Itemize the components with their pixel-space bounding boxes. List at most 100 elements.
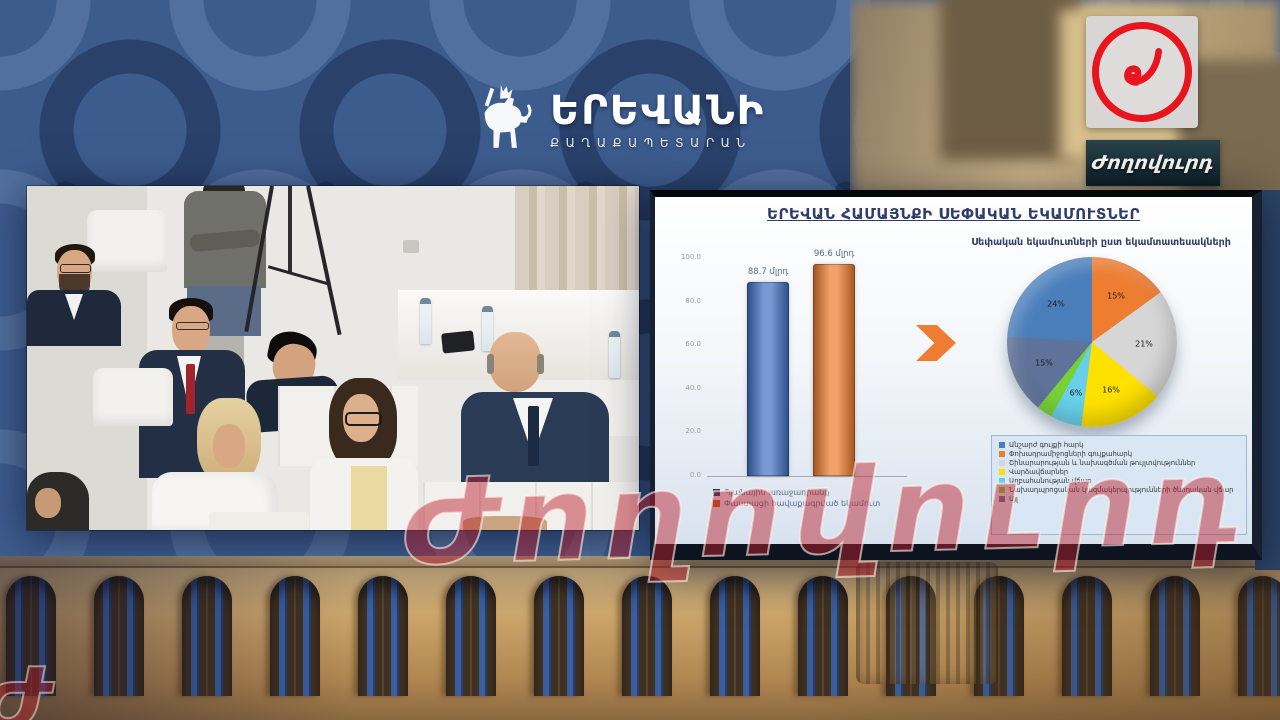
arch-window bbox=[1238, 576, 1280, 696]
arch-window bbox=[1062, 576, 1112, 696]
y-axis-tick: 80.0 bbox=[685, 296, 701, 305]
transition-arrow-icon bbox=[916, 325, 956, 361]
org-title: ԵՐԵՎԱՆԻ bbox=[550, 87, 766, 134]
y-axis-tick: 40.0 bbox=[685, 383, 701, 392]
water-bottle bbox=[482, 306, 493, 351]
legend-item: Փոխադրամիջոցների գույքահարկ bbox=[999, 450, 1239, 458]
arch-window bbox=[886, 576, 936, 696]
attendee5-head bbox=[343, 394, 379, 442]
attendee6-sideburn bbox=[487, 354, 494, 374]
legend-label: Այլ bbox=[1009, 495, 1018, 503]
arch-window bbox=[710, 576, 760, 696]
pie-label-other: 15% bbox=[1035, 358, 1053, 368]
arch-window bbox=[974, 576, 1024, 696]
building-arches bbox=[6, 576, 1280, 696]
attendee2-red-tie bbox=[186, 364, 195, 414]
yerevan-lion-emblem-icon bbox=[484, 84, 532, 148]
water-bottle bbox=[609, 331, 620, 378]
arch-window bbox=[1150, 576, 1200, 696]
legend-label: Աղբահանության վճար bbox=[1009, 477, 1092, 485]
legend-label: Փոխադրամիջոցների գույքահարկ bbox=[1009, 450, 1133, 458]
legend-item: Աղբահանության վճար bbox=[999, 477, 1239, 485]
slide-title: ԵՐԵՎԱՆ ՀԱՄԱՅՆՔԻ ՍԵՓԱԿԱՆ ԵԿԱՄՈՒՏՆԵՐ bbox=[767, 205, 1140, 223]
bar-plan-value: 88.7 մլրդ bbox=[747, 266, 789, 277]
pie-label-permits: 21% bbox=[1135, 339, 1153, 349]
presentation-slide: ԵՐԵՎԱՆ ՀԱՄԱՅՆՔԻ ՍԵՓԱԿԱՆ ԵԿԱՄՈՒՏՆԵՐ 100.0… bbox=[650, 190, 1262, 560]
attendee6-head bbox=[489, 332, 541, 392]
zhoghovurd-banner-label: Ժողովուրդ bbox=[1090, 152, 1216, 174]
desk-papers bbox=[209, 512, 309, 530]
legend-swatch bbox=[713, 489, 720, 496]
wall-switch bbox=[403, 240, 419, 253]
legend-item: Պլանային առաջադրանք bbox=[713, 488, 880, 497]
legend-label: Փաստացի հավաքագրված եկամուտ bbox=[724, 499, 881, 508]
bar-plan bbox=[747, 281, 789, 476]
legend-label: Շինարարության և նախագծման թույլտվություն… bbox=[1009, 459, 1196, 467]
legend-item: Շինարարության և նախագծման թույլտվություն… bbox=[999, 459, 1239, 467]
water-bottle bbox=[420, 298, 431, 344]
arch-window bbox=[622, 576, 672, 696]
arch-window bbox=[6, 576, 56, 696]
arch-window bbox=[534, 576, 584, 696]
video-feed bbox=[27, 186, 639, 530]
zhoghovurd-logo-icon bbox=[1124, 47, 1162, 86]
attendee6-sideburn bbox=[537, 354, 544, 374]
attendee5-glasses bbox=[345, 412, 382, 426]
logo-ring bbox=[1092, 22, 1192, 122]
arch-window bbox=[798, 576, 848, 696]
pie-label-real-estate: 24% bbox=[1047, 299, 1065, 309]
legend-swatch bbox=[999, 451, 1005, 457]
zhoghovurd-logo bbox=[1086, 16, 1198, 128]
legend-item: Վարձավճարներ bbox=[999, 468, 1239, 476]
legend-label: Նախադպրոցական կազմակերպությունների ծնողա… bbox=[1009, 486, 1234, 494]
foreground-attendee-head bbox=[463, 516, 547, 530]
bar-chart-legend: Պլանային առաջադրանք Փաստացի հավաքագրված ե… bbox=[713, 486, 880, 510]
conference-phone bbox=[441, 330, 475, 354]
y-axis-tick: 100.0 bbox=[680, 253, 701, 261]
legend-label: Պլանային առաջադրանք bbox=[724, 488, 830, 497]
legend-swatch bbox=[999, 460, 1005, 466]
slide-content: ԵՐԵՎԱՆ ՀԱՄԱՅՆՔԻ ՍԵՓԱԿԱՆ ԵԿԱՄՈՒՏՆԵՐ 100.0… bbox=[655, 197, 1252, 544]
bar-chart-x-axis bbox=[707, 476, 907, 477]
chair bbox=[87, 210, 167, 272]
tripod-brace bbox=[267, 265, 331, 286]
y-axis-tick: 0.0 bbox=[689, 471, 701, 479]
pie-chart-legend: Անշարժ գույքի հարկ Փոխադրամիջոցների գույք… bbox=[991, 435, 1247, 535]
zhoghovurd-banner: Ժողովուրդ bbox=[1086, 140, 1220, 186]
pie-label-waste: 6% bbox=[1069, 388, 1083, 398]
attendee6-tie bbox=[528, 406, 539, 466]
attendee4-head bbox=[213, 424, 245, 468]
legend-swatch bbox=[999, 478, 1005, 484]
legend-item: Անշարժ գույքի հարկ bbox=[999, 441, 1239, 449]
bar-actual-value: 96.6 մլրդ bbox=[813, 249, 855, 260]
chair bbox=[93, 368, 173, 426]
y-axis-tick: 60.0 bbox=[685, 340, 701, 349]
bar-actual bbox=[813, 264, 855, 476]
tripod-leg bbox=[306, 186, 342, 336]
tripod-leg bbox=[288, 186, 292, 272]
legend-swatch bbox=[999, 442, 1005, 448]
attendee2-head bbox=[172, 306, 210, 354]
pie-label-vehicle: 15% bbox=[1107, 291, 1125, 301]
arch-window bbox=[358, 576, 408, 696]
attendee5-inner-top bbox=[351, 466, 387, 530]
yerevan-municipality-header: ԵՐԵՎԱՆԻ ՔԱՂԱՔԱՊԵՏԱՐԱՆ bbox=[470, 74, 830, 166]
attendee2-glasses bbox=[176, 322, 209, 330]
pie-label-rents: 16% bbox=[1102, 385, 1120, 395]
building-relief bbox=[856, 562, 998, 684]
y-axis-tick: 20.0 bbox=[685, 427, 701, 436]
building-shadow-overlay bbox=[0, 556, 1280, 720]
legend-swatch bbox=[999, 487, 1005, 493]
arch-window bbox=[270, 576, 320, 696]
foreground-attendee-head bbox=[35, 488, 61, 518]
legend-label: Անշարժ գույքի հարկ bbox=[1009, 441, 1084, 449]
org-subtitle: ՔԱՂԱՔԱՊԵՏԱՐԱՆ bbox=[550, 135, 752, 150]
pie-chart-title: Սեփական եկամուտների ըստ եկամտատեսակների bbox=[971, 237, 1231, 248]
legend-swatch bbox=[713, 500, 720, 507]
legend-swatch bbox=[999, 496, 1005, 502]
legend-item: Փաստացի հավաքագրված եկամուտ bbox=[713, 499, 880, 508]
legend-label: Վարձավճարներ bbox=[1009, 468, 1069, 476]
legend-swatch bbox=[999, 469, 1005, 475]
legend-item: Նախադպրոցական կազմակերպությունների ծնողա… bbox=[999, 486, 1239, 494]
